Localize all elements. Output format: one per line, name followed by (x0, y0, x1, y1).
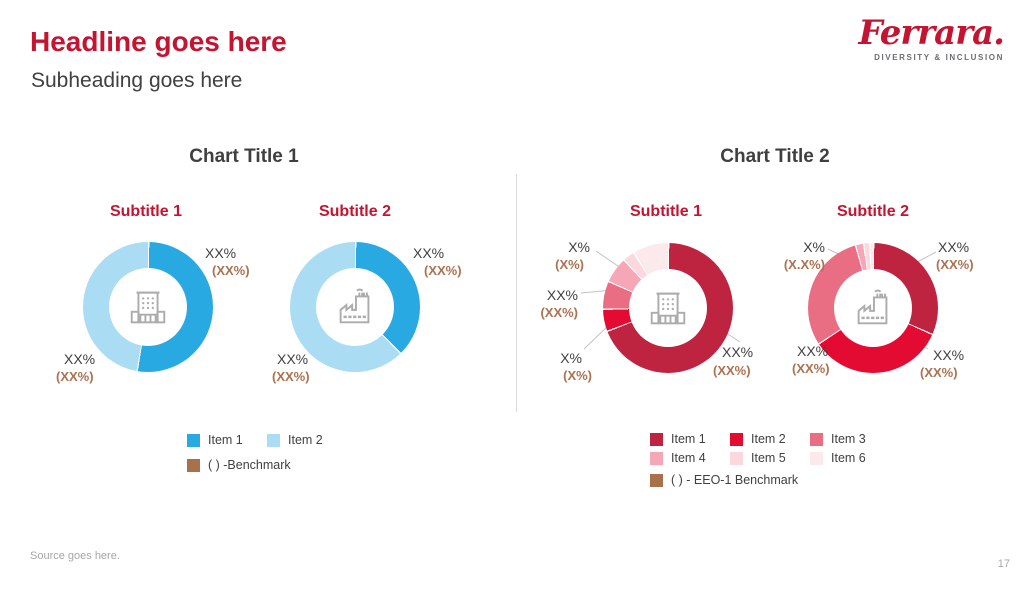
factory-icon (339, 288, 370, 324)
data-label-benchmark: (X%) (563, 368, 592, 383)
legend-label: Item 5 (751, 451, 786, 465)
chart-2-legend-row-2: Item 4 Item 5 Item 6 (650, 451, 890, 465)
page-subtitle: Subheading goes here (31, 69, 243, 92)
legend-swatch (730, 432, 743, 446)
data-label-value: XX% (938, 239, 970, 255)
data-label-value: X% (568, 239, 590, 255)
legend-item: Item 1 (187, 433, 267, 447)
data-label-benchmark: (XX%) (540, 305, 578, 320)
legend-item: Item 2 (730, 432, 810, 446)
page-title: Headline goes here (30, 26, 287, 57)
legend-swatch (267, 433, 280, 447)
data-label-benchmark: (XX%) (792, 361, 830, 376)
data-label-value: XX% (797, 343, 829, 359)
data-label-benchmark: (XX%) (424, 263, 462, 278)
ferrara-logo: Ferrara. DIVERSITY & INCLUSION (858, 13, 1005, 62)
legend-item-benchmark: ( ) -Benchmark (187, 458, 291, 472)
data-label-benchmark: (X.X%) (783, 257, 825, 272)
data-label-benchmark: (XX%) (920, 365, 958, 380)
data-label-value: XX% (277, 351, 309, 367)
factory-icon (857, 289, 888, 325)
source-note: Source goes here. (30, 550, 120, 562)
legend-swatch (650, 432, 663, 446)
legend-label: Item 4 (671, 451, 706, 465)
chart-1-legend-row-1: Item 1 Item 2 (187, 433, 347, 447)
chart-2-subtitle-2: Subtitle 2 (836, 203, 909, 220)
data-label-benchmark: (XX%) (713, 363, 751, 378)
data-label-value: XX% (546, 287, 578, 303)
building-icon (650, 292, 686, 325)
chart-1-title: Chart Title 1 (189, 146, 299, 167)
legend-label: Item 3 (831, 432, 866, 446)
legend-swatch (730, 451, 743, 465)
donut-chart1-subtitle1-center (109, 268, 187, 346)
legend-label: Item 2 (751, 432, 786, 446)
legend-label: Item 1 (671, 432, 706, 446)
legend-swatch (650, 473, 663, 487)
data-label-value: XX% (413, 245, 445, 261)
chart-1-legend-row-2: ( ) -Benchmark (187, 458, 291, 472)
data-label-value: XX% (205, 245, 237, 261)
section-divider (516, 174, 517, 412)
legend-label: ( ) -Benchmark (208, 458, 291, 472)
legend-item: Item 2 (267, 433, 347, 447)
data-label-benchmark: (XX%) (936, 257, 974, 272)
chart-2-title: Chart Title 2 (720, 146, 830, 167)
data-label-benchmark: (XX%) (272, 369, 310, 384)
legend-item: Item 5 (730, 451, 810, 465)
chart-1-subtitle-2: Subtitle 2 (318, 203, 391, 220)
chart-2-subtitle-1: Subtitle 1 (629, 203, 702, 220)
legend-item: Item 1 (650, 432, 730, 446)
donut-chart1-subtitle2-center (316, 268, 394, 346)
legend-swatch (187, 433, 200, 447)
legend-label: Item 6 (831, 451, 866, 465)
legend-label: Item 2 (288, 433, 323, 447)
legend-swatch (650, 451, 663, 465)
data-label-value: X% (560, 350, 582, 366)
legend-swatch (810, 451, 823, 465)
legend-swatch (810, 432, 823, 446)
chart-1-subtitle-1: Subtitle 1 (109, 203, 182, 220)
legend-item: Item 3 (810, 432, 890, 446)
legend-item-benchmark: ( ) - EEO-1 Benchmark (650, 473, 798, 487)
legend-item: Item 6 (810, 451, 890, 465)
chart-2-legend-row-1: Item 1 Item 2 Item 3 (650, 432, 890, 446)
donut-chart2-subtitle2-center (834, 269, 912, 347)
logo-brand-text: Ferrara. (858, 13, 1005, 53)
legend-label: Item 1 (208, 433, 243, 447)
data-label-value: X% (803, 239, 825, 255)
legend-swatch (187, 458, 200, 472)
page-number: 17 (997, 558, 1010, 570)
donut-chart2-subtitle1-center (629, 269, 707, 347)
data-label-value: XX% (933, 347, 965, 363)
data-label-value: XX% (64, 351, 96, 367)
data-label-benchmark: (XX%) (212, 263, 250, 278)
building-icon (130, 291, 166, 324)
legend-item: Item 4 (650, 451, 730, 465)
data-label-benchmark: (XX%) (56, 369, 94, 384)
chart-2-legend-row-3: ( ) - EEO-1 Benchmark (650, 473, 798, 487)
legend-label: ( ) - EEO-1 Benchmark (671, 473, 799, 487)
logo-tagline: DIVERSITY & INCLUSION (874, 52, 1004, 62)
data-label-benchmark: (X%) (555, 257, 584, 272)
data-label-value: XX% (722, 344, 754, 360)
